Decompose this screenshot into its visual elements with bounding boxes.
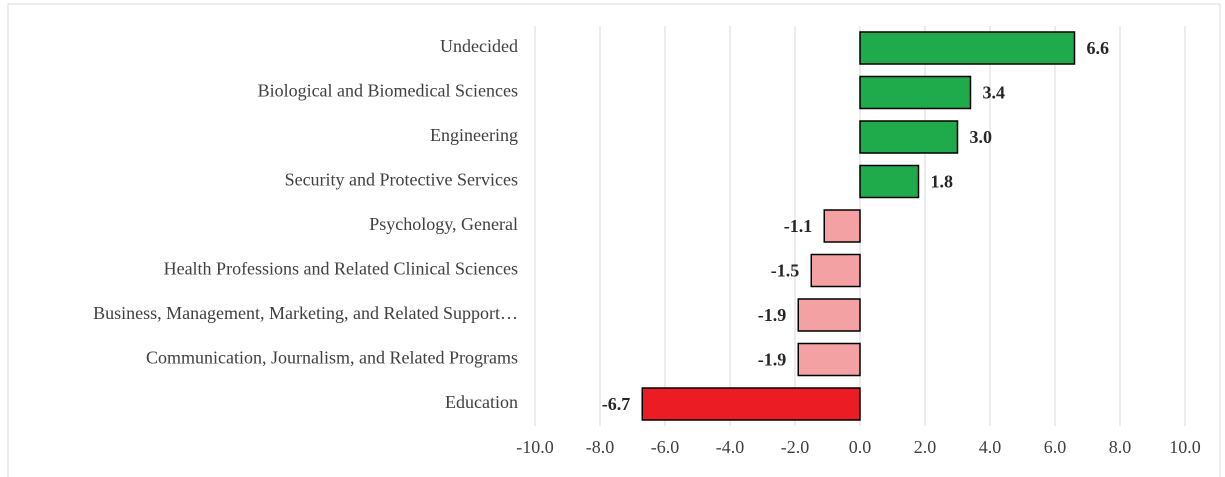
value-label: 3.4 [983, 83, 1006, 103]
x-tick-label: 8.0 [1109, 437, 1132, 457]
x-tick-label: -6.0 [651, 437, 680, 457]
value-label: 6.6 [1087, 38, 1110, 58]
x-tick-label: -10.0 [516, 437, 554, 457]
x-tick-label: 4.0 [979, 437, 1002, 457]
x-tick-label: -8.0 [586, 437, 615, 457]
bar [859, 164, 920, 199]
value-label: -1.1 [784, 216, 813, 236]
value-label: -6.7 [602, 394, 631, 414]
bar [823, 209, 861, 243]
y-tick-label: Education [445, 392, 518, 412]
y-tick-label: Communication, Journalism, and Related P… [146, 348, 518, 368]
y-tick-label: Business, Management, Marketing, and Rel… [93, 303, 518, 323]
bar [810, 253, 861, 288]
value-label: -1.9 [758, 305, 787, 325]
y-tick-label: Engineering [430, 125, 518, 145]
x-tick-label: 10.0 [1169, 437, 1201, 457]
bar [641, 387, 861, 421]
value-label: -1.5 [771, 261, 800, 281]
x-tick-label: 0.0 [849, 437, 872, 457]
y-tick-label: Health Professions and Related Clinical … [164, 259, 518, 279]
x-tick-label: -4.0 [716, 437, 745, 457]
value-label: 3.0 [970, 127, 993, 147]
x-tick-label: 2.0 [914, 437, 937, 457]
x-tick-label: -2.0 [781, 437, 810, 457]
bar [859, 120, 959, 154]
y-tick-label: Undecided [440, 36, 518, 56]
x-tick-label: 6.0 [1044, 437, 1067, 457]
y-tick-label: Biological and Biomedical Sciences [258, 81, 518, 101]
value-label: -1.9 [758, 350, 787, 370]
bar [797, 342, 861, 377]
bar [859, 75, 972, 110]
value-label: 1.8 [931, 172, 954, 192]
y-tick-label: Security and Protective Services [285, 170, 518, 190]
bar [859, 31, 1076, 65]
chart-frame [7, 3, 1221, 477]
bar [797, 298, 861, 332]
y-tick-label: Psychology, General [369, 214, 518, 234]
